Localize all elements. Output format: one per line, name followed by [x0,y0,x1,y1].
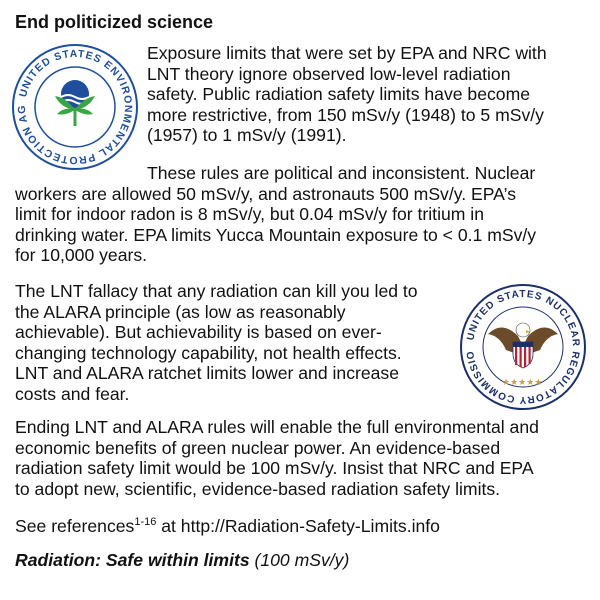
paragraph-2-line: drinking water. EPA limits Yucca Mountai… [15,224,537,245]
paragraph-3-line: changing technology capability, not heal… [15,342,402,363]
paragraph-1-line: (1957) to 1 mSv/y (1991). [147,125,347,145]
references-superscript: 1-16 [134,516,157,529]
epa-seal-logo: UNITED STATES ENVIRONMENTAL PROTECTION A… [10,42,138,170]
references-link-text: at http://Radiation-Safety-Limits.info [156,516,440,536]
tagline-rest: (100 mSv/y) [249,550,350,570]
svg-text:★★★★★: ★★★★★ [502,378,542,388]
references-prefix: See references [15,516,135,536]
paragraph-1-line: LNT theory ignore observed low-level rad… [147,63,511,84]
paragraph-4-line: to adopt new, scientific, evidence-based… [15,478,501,499]
paragraph-2-line: These rules are political and inconsiste… [147,163,536,183]
nrc-seal-logo: UNITED STATES NUCLEAR REGULATORY COMMISS… [458,282,586,410]
paragraph-1-line: more restrictive, from 150 mSv/y (1948) … [147,104,544,125]
paragraph-3-line: achievable). But achievability is based … [15,322,382,342]
paragraph-1-line: safety. Public radiation safety limits h… [147,84,531,104]
paragraph-4-line: economic benefits of green nuclear power… [15,437,501,458]
page-title: End politicized science [15,12,214,32]
paragraph-2-line: for 10,000 years. [15,245,148,265]
paragraph-4-line: Ending LNT and ALARA rules will enable t… [15,417,539,437]
references-line: See references1-16 at http://Radiation-S… [15,516,440,537]
paragraph-4-line: radiation safety limit would be 100 mSv/… [15,458,534,478]
paragraph-3-line: The LNT fallacy that any radiation can k… [15,281,418,301]
paragraph-2-line: workers are allowed 50 mSv/y, and astron… [15,183,516,204]
paragraph-3: The LNT fallacy that any radiation can k… [15,281,418,404]
paragraph-3-line: LNT and ALARA ratchet limits lower and i… [15,363,399,383]
paragraph-2: These rules are political and inconsiste… [15,163,536,266]
tagline-bold: Radiation: Safe within limits [15,550,250,570]
paragraph-1-line: Exposure limits that were set by EPA and… [147,43,547,63]
paragraph-3-line: the ALARA principle (as low as reasonabl… [15,301,346,322]
paragraph-3-line: costs and fear. [15,383,130,404]
tagline: Radiation: Safe within limits (100 mSv/y… [15,549,349,571]
paragraph-1: Exposure limits that were set by EPA and… [147,43,547,146]
paragraph-2-line: limit for indoor radon is 8 mSv/y, but 0… [15,204,485,224]
paragraph-4: Ending LNT and ALARA rules will enable t… [15,417,539,499]
